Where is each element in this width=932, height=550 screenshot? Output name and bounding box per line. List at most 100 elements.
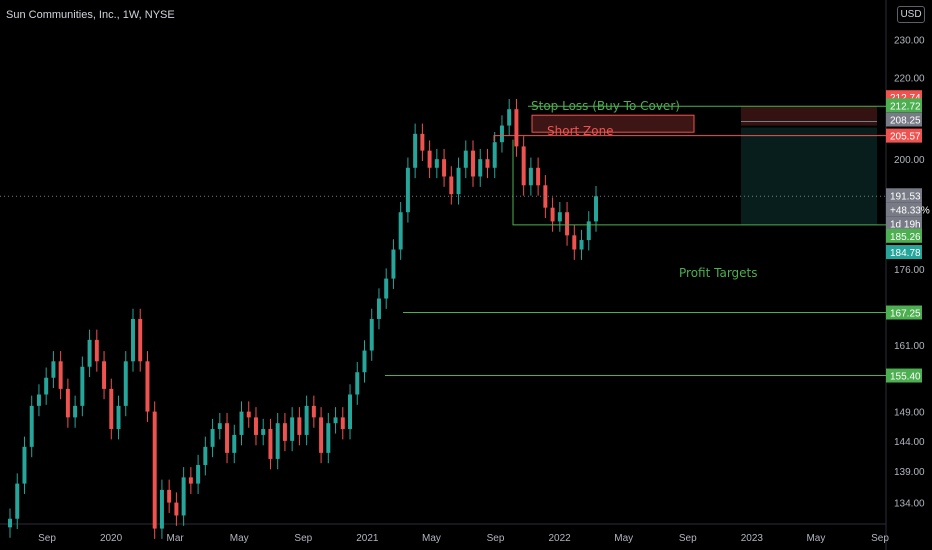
candle-body [449, 176, 454, 195]
candle-body [261, 429, 266, 435]
candle-body [340, 417, 345, 430]
candle [304, 395, 309, 446]
level-lines [0, 105, 886, 377]
candle-body [413, 133, 418, 168]
candle [550, 197, 555, 232]
price-label-text: 185.26 [890, 232, 921, 243]
candle-body [138, 318, 143, 362]
candle-body [73, 405, 78, 418]
candle [239, 401, 244, 446]
reward-zone [741, 127, 877, 225]
candle [196, 454, 201, 494]
candle-body [29, 405, 34, 447]
candle-body [485, 159, 490, 168]
price-label-text: 208.25 [890, 116, 921, 127]
candle [362, 340, 367, 383]
candle [420, 123, 425, 161]
candle [471, 140, 476, 187]
candle [275, 412, 280, 470]
candle-body [145, 361, 150, 412]
time-tick-label: Sep [294, 533, 312, 544]
candle-body [311, 405, 316, 418]
time-tick-label: May [614, 533, 633, 544]
candle [449, 166, 454, 205]
candles [8, 98, 598, 539]
candle [521, 136, 526, 196]
candle [442, 148, 447, 187]
candle-body [58, 361, 63, 389]
candle [499, 115, 504, 153]
candle [376, 288, 381, 330]
candle [398, 201, 403, 260]
time-tick-label: Sep [679, 533, 697, 544]
candle [543, 175, 548, 219]
candle-body [376, 298, 381, 319]
candle [485, 148, 490, 179]
candle [434, 148, 439, 179]
candle-body [188, 477, 193, 484]
candle [572, 225, 577, 260]
candle [232, 424, 237, 464]
candle-body [268, 429, 273, 459]
candle [130, 308, 135, 372]
candle [405, 157, 410, 223]
price-label-bg [886, 202, 922, 217]
time-tick-label: 2023 [741, 533, 764, 544]
candle [159, 479, 164, 539]
candle-body [44, 377, 49, 395]
candle-body [405, 167, 410, 213]
candle-body [499, 125, 504, 143]
candle-body [167, 489, 172, 503]
price-label-text: 167.25 [890, 309, 921, 320]
candle [478, 148, 483, 187]
candle-body [427, 150, 432, 168]
candle [51, 351, 56, 389]
price-tick-label: 144.00 [894, 437, 925, 448]
candle [384, 268, 389, 309]
candle [355, 361, 360, 405]
candle-body [290, 417, 295, 441]
candle [413, 123, 418, 179]
candle [225, 412, 230, 464]
candle [536, 157, 541, 196]
candle-body [536, 167, 541, 186]
candle-body [232, 434, 237, 453]
price-tick-label: 200.00 [894, 155, 925, 166]
candle-body [109, 388, 114, 430]
candle [253, 407, 258, 446]
price-label-tag: +48.33% [886, 202, 930, 217]
candle-body [8, 518, 12, 528]
price-labels: 212.74212.72208.25205.57191.53+48.33%1d … [886, 90, 930, 383]
price-label-tag: 208.25 [886, 112, 922, 127]
price-label-tag: 167.25 [886, 305, 922, 320]
candle-body [514, 109, 519, 147]
candle [138, 308, 143, 372]
candle-body [152, 411, 157, 529]
candle-body [246, 411, 251, 418]
candle-body [456, 167, 461, 195]
price-label-bg [886, 228, 922, 243]
price-label-text: 155.40 [890, 372, 921, 383]
trade-zones [531, 106, 877, 225]
price-axis: 230.00 220.00 200.00 176.00 161.00 149.00 144.… [894, 35, 925, 509]
time-tick-label: May [806, 533, 825, 544]
price-label-bg [886, 368, 922, 383]
candle [181, 467, 186, 526]
price-label-tag: 184.78 [886, 245, 922, 260]
candle-body [333, 417, 338, 424]
candle-body [550, 207, 555, 222]
time-tick-label: May [422, 533, 441, 544]
candle [456, 157, 461, 205]
candle-body [15, 483, 20, 519]
candle [565, 201, 570, 246]
candle-body [434, 159, 439, 168]
chart-title: Sun Communities, Inc., 1W, NYSE [6, 9, 175, 21]
candle [87, 329, 92, 378]
profit-targets-label: Profit Targets [679, 266, 758, 280]
candle [507, 98, 512, 136]
price-tick-label: 134.00 [894, 499, 925, 510]
candle-body [275, 423, 280, 459]
currency-button[interactable]: USD [897, 6, 925, 23]
entry-target-line [512, 139, 886, 226]
